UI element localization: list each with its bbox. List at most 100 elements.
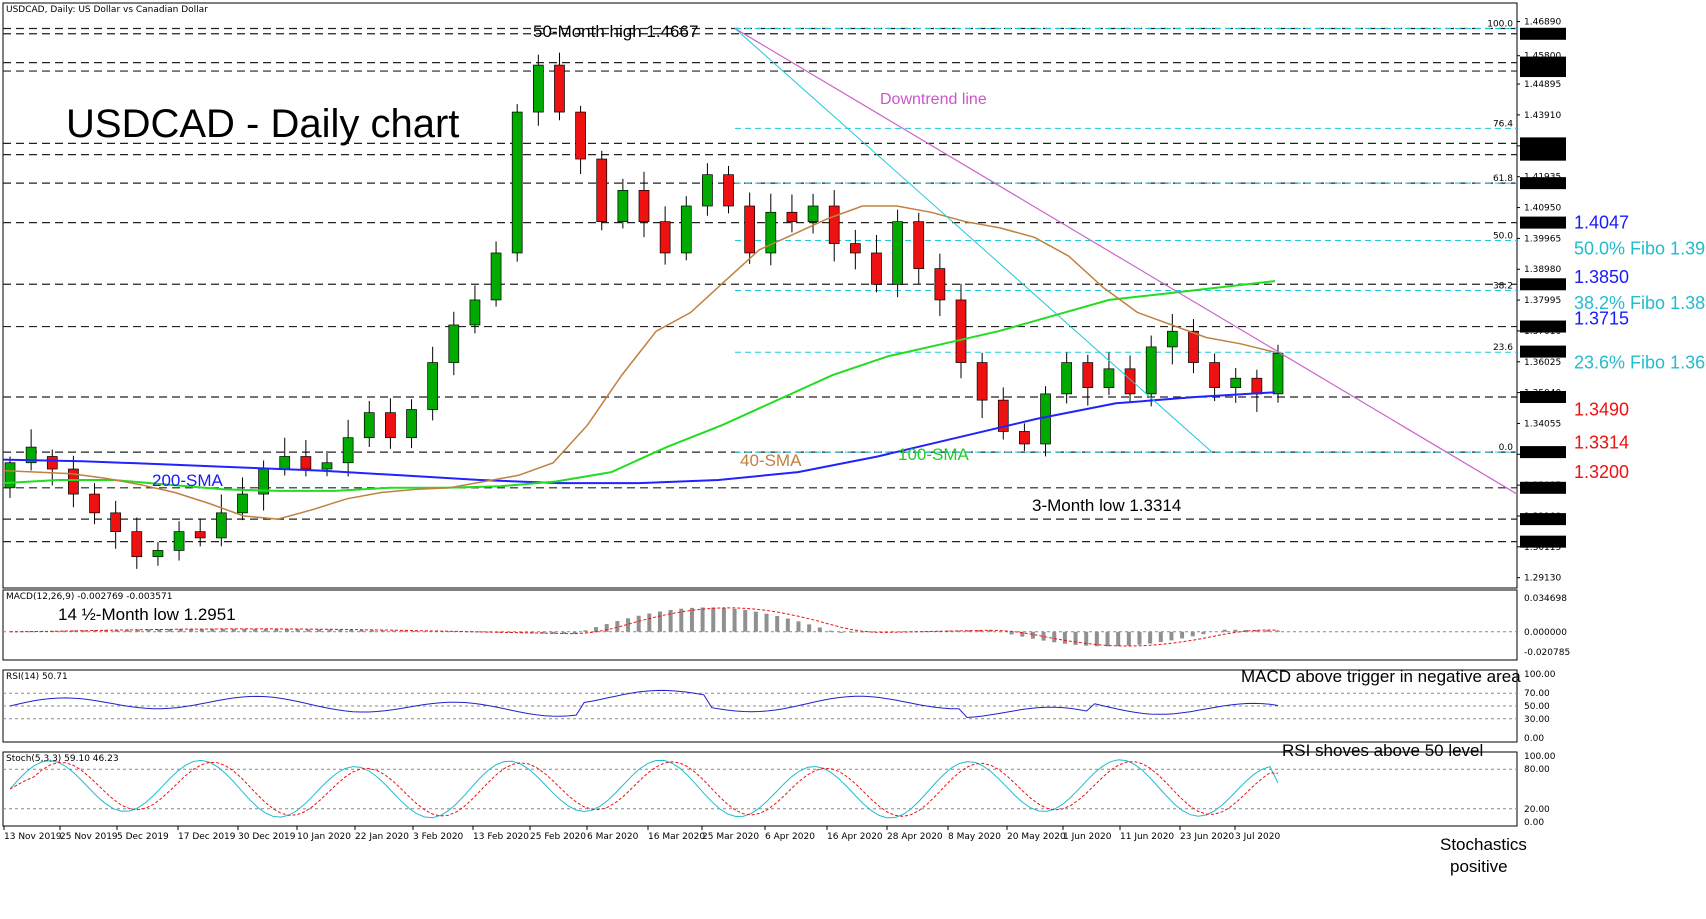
macd-tick-label: 0.034698 [1524,594,1567,604]
date-tick-label: 17 Dec 2019 [178,832,236,842]
stoch-header: Stoch(5,3,3) 59.10 46.23 [6,754,119,764]
candle-body [427,362,439,410]
macd-hist-bar [348,629,353,632]
level-label: 50.0% Fibo 1.3990 [1574,238,1706,258]
date-tick-label: 11 Jun 2020 [1120,832,1174,842]
candle-body [1251,377,1263,395]
macd-hist-bar [583,630,588,632]
macd-hist-bar [1233,629,1238,632]
price-level-box-label: 1.32000 [1523,484,1560,494]
candle-body [25,446,37,464]
macd-hist-bar [615,621,620,632]
candle-body [765,211,777,254]
macd-hist-bar [636,615,641,632]
price-level-box [1520,278,1566,291]
candle-body [1040,393,1051,445]
date-tick-label: 3 Feb 2020 [413,832,464,842]
level-label: 1.3850 [1574,267,1629,287]
date-tick-label: 8 May 2020 [948,832,1001,842]
candle-body [152,550,164,558]
price-level-box-label: 1.45310 [1523,67,1560,77]
macd-hist-bar [370,630,375,632]
macd-hist-bar [1009,631,1014,635]
date-tick-label: 25 Nov 2019 [60,832,118,842]
candle-body [321,462,333,470]
sma40-line [2,205,1276,520]
annotation-40-sma: 40-SMA [740,451,802,470]
candle-body [575,111,586,160]
macd-hist-bar [274,628,279,632]
candle-body [511,111,523,254]
candle-body [406,409,417,439]
date-tick-label: 5 Dec 2019 [117,832,169,842]
price-tick-label: 1.37995 [1524,296,1561,306]
macd-hist-bar [1052,631,1057,643]
rsi-tick-label: 30.00 [1524,715,1550,725]
candle-body [490,252,502,301]
macd-hist-bar [61,630,66,632]
downtrend-line [734,27,1518,495]
candle-body [871,252,882,285]
level-label: 1.4047 [1574,213,1629,233]
macd-hist-bar [860,631,865,633]
macd-tick-label: 0.000000 [1524,628,1567,638]
candle-body [385,412,396,439]
macd-hist-bar [1201,631,1206,635]
candle-body [680,205,692,254]
annotation-14-month-low: 14 ½-Month low 1.2951 [58,605,236,624]
price-level-box-label: 1.37150 [1523,323,1560,333]
macd-hist-bar [391,630,396,632]
macd-hist-bar [988,629,993,632]
candle-body [976,362,988,401]
rsi-tick-label: 70.00 [1524,689,1550,699]
candle-body [173,531,185,551]
candle-body [237,493,248,514]
macd-hist-bar [1116,631,1121,647]
macd-hist-bar [253,628,258,632]
candle-body [786,211,798,223]
date-tick-label: 6 Apr 2020 [765,832,815,842]
candle-body [913,221,925,269]
macd-hist-bar [689,607,694,632]
stoch-tick-label: 20.00 [1524,805,1550,815]
candle-body [934,268,946,301]
candle-body [1061,362,1073,395]
macd-hist-bar [966,630,971,632]
macd-hist-bar [178,629,183,632]
price-level-box [1520,481,1566,494]
macd-header: MACD(12,26,9) -0.002769 -0.003571 [6,592,172,602]
macd-hist-bar [125,629,130,632]
candle-body [342,437,354,464]
candle-body [596,158,608,223]
annotation-rsi: RSI shoves above 50 level [1282,741,1483,760]
macd-hist-bar [157,629,162,632]
candle-body [469,299,481,326]
date-tick-label: 28 Apr 2020 [887,832,943,842]
price-level-box [1520,65,1566,78]
macd-hist-bar [551,631,556,634]
candle-body [4,462,16,489]
price-tick-label: 1.36025 [1524,358,1561,368]
date-tick-label: 20 May 2020 [1007,832,1066,842]
level-label: 1.3490 [1574,400,1629,420]
date-tick-label: 22 Jan 2020 [355,832,409,842]
price-tick-label: 1.38980 [1524,265,1561,275]
macd-hist-bar [1105,631,1110,647]
candle-body [1272,352,1284,395]
main-panel-frame [2,2,1518,589]
date-tick-label: 25 Mar 2020 [702,832,759,842]
candle-body [68,468,79,495]
price-level-box-label: 1.33140 [1523,448,1560,458]
candle-body [955,299,967,363]
macd-hist-bar [604,624,609,632]
candle-body [1166,330,1178,348]
chart-header: USDCAD, Daily: US Dollar vs Canadian Dol… [6,5,208,15]
annotation-macd: MACD above trigger in negative area [1241,667,1521,686]
candle-body [363,412,375,439]
rsi-tick-label: 50.00 [1524,702,1550,712]
candle-body [279,456,291,470]
macd-hist-bar [785,618,790,632]
price-level-box [1520,535,1566,548]
macd-hist-bar [1148,631,1153,644]
macd-hist-bar [1265,630,1270,632]
